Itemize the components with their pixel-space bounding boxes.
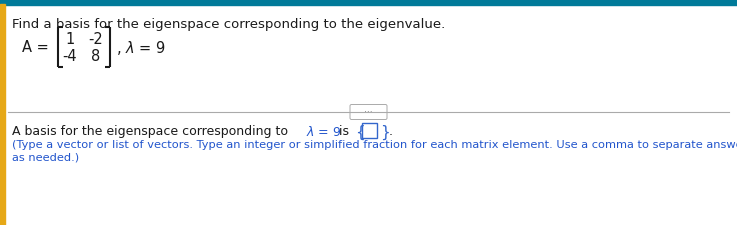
Text: Find a basis for the eigenspace corresponding to the eigenvalue.: Find a basis for the eigenspace correspo…: [12, 18, 445, 31]
Text: .: .: [389, 124, 393, 137]
Text: 8: 8: [91, 49, 101, 64]
Text: as needed.): as needed.): [12, 152, 79, 162]
Text: A =: A =: [22, 40, 49, 55]
FancyBboxPatch shape: [350, 105, 387, 120]
Text: -4: -4: [63, 49, 77, 64]
Text: -2: -2: [88, 32, 103, 47]
Text: , $\lambda$ = 9: , $\lambda$ = 9: [116, 39, 166, 57]
Text: }: }: [380, 124, 390, 140]
Text: A basis for the eigenspace corresponding to: A basis for the eigenspace corresponding…: [12, 124, 292, 137]
Bar: [0, 0, 737, 6]
Text: 1: 1: [66, 32, 74, 47]
FancyBboxPatch shape: [363, 123, 377, 138]
Text: $\lambda$ = 9: $\lambda$ = 9: [306, 124, 341, 138]
Text: (Type a vector or list of vectors. Type an integer or simplified fraction for ea: (Type a vector or list of vectors. Type …: [12, 139, 737, 149]
Bar: [0, 5, 5, 225]
Text: {: {: [355, 124, 365, 140]
Text: is: is: [335, 124, 353, 137]
Text: ···: ···: [364, 108, 373, 117]
